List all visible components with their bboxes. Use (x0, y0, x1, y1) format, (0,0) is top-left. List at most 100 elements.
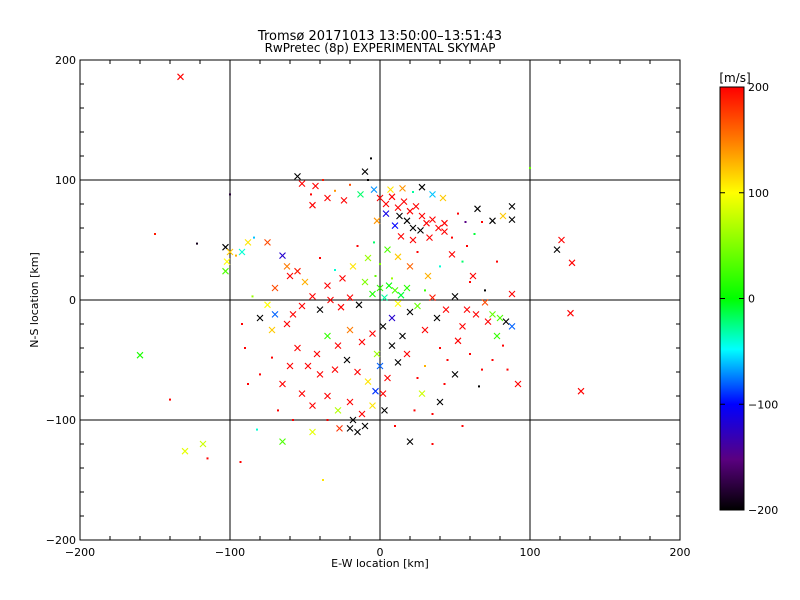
data-point-dot (496, 260, 498, 263)
data-point-cross (474, 205, 481, 213)
data-point-dot (529, 167, 531, 169)
y-tick-label: 200 (55, 54, 76, 67)
data-point-cross (334, 407, 342, 414)
data-point-cross (358, 338, 366, 346)
data-point-cross (406, 438, 414, 445)
data-point-cross (331, 366, 339, 373)
data-point-dot (424, 289, 426, 292)
data-point-dot (473, 233, 476, 235)
data-point-cross (373, 350, 381, 358)
data-point-cross (279, 438, 286, 445)
data-point-cross (357, 191, 364, 198)
data-point-dot (431, 413, 434, 415)
data-point-cross (568, 259, 576, 267)
data-point-cross (226, 248, 234, 256)
data-point-cross (294, 344, 301, 352)
data-point-dot (229, 193, 231, 196)
data-point-cross (340, 197, 348, 204)
data-point-cross (400, 198, 408, 205)
data-point-cross (294, 267, 301, 275)
data-point-cross (388, 314, 396, 322)
data-point-dot (439, 347, 441, 349)
data-point-cross (435, 224, 442, 232)
data-point-cross (349, 416, 357, 424)
data-point-cross (346, 326, 354, 334)
data-point-cross (355, 301, 363, 309)
data-point-cross (268, 326, 276, 334)
data-point-dot (464, 221, 467, 223)
data-point-cross (577, 387, 585, 395)
data-point-cross (508, 216, 516, 223)
data-point-dot (439, 265, 441, 268)
data-point-cross (324, 282, 331, 289)
data-point-dot (239, 461, 242, 463)
data-point-cross (279, 252, 286, 259)
data-point-cross (369, 290, 376, 298)
data-point-dot (319, 257, 321, 259)
data-point-dot (412, 191, 414, 193)
data-point-cross (324, 332, 331, 340)
data-point-cross (298, 302, 306, 310)
data-point-cross (381, 407, 388, 414)
data-point-cross (396, 212, 403, 220)
data-point-cross (423, 219, 430, 227)
data-point-cross (370, 186, 378, 193)
data-point-dot (491, 359, 494, 361)
data-point-dot (443, 383, 446, 385)
data-point-cross (403, 284, 411, 292)
data-point-dot (247, 383, 249, 385)
data-point-cross (256, 314, 264, 322)
data-point-cross (334, 342, 342, 349)
data-point-cross (493, 332, 501, 340)
data-point-cross (448, 251, 456, 258)
data-point-cross (391, 222, 399, 229)
data-point-cross (283, 263, 291, 270)
data-point-cross (558, 236, 565, 244)
data-point-cross (388, 193, 396, 201)
data-point-cross (403, 350, 411, 358)
data-point-cross (361, 278, 369, 286)
data-point-cross (508, 203, 516, 210)
data-point-cross (496, 314, 504, 322)
data-point-dot (416, 251, 419, 253)
colorbar-tick-label: 0 (748, 293, 755, 306)
data-point-cross (271, 311, 279, 318)
data-point-cross (469, 272, 477, 280)
data-point-dot (413, 409, 416, 412)
data-point-cross (177, 73, 184, 81)
data-point-cross (433, 314, 441, 322)
data-point-cross (376, 194, 384, 202)
y-tick-label: −200 (46, 534, 76, 547)
data-point-cross (313, 350, 321, 358)
data-point-cross (394, 253, 402, 261)
data-point-dot (379, 263, 381, 265)
data-point-cross (489, 311, 496, 318)
colorbar-label: [m/s] (719, 71, 750, 85)
data-point-dot (469, 353, 471, 355)
data-point-cross (439, 194, 447, 202)
data-point-dot (416, 377, 419, 379)
data-point-dot (424, 365, 426, 367)
data-point-cross (286, 272, 294, 280)
data-point-cross (369, 402, 376, 409)
data-point-dot (394, 425, 396, 427)
y-tick-label: 0 (69, 294, 76, 307)
data-point-cross (424, 272, 432, 280)
x-tick-label: 200 (670, 546, 691, 559)
data-point-cross (223, 258, 231, 265)
data-point-cross (271, 284, 279, 292)
data-point-cross (309, 428, 316, 436)
colorbar-ticks: 200 100 0 −100 −200 (720, 81, 778, 517)
data-point-cross (339, 275, 346, 282)
data-point-cross (429, 294, 436, 301)
data-point-dot (251, 295, 254, 298)
data-point-cross (429, 191, 436, 198)
data-point-dot (292, 419, 294, 421)
data-point-cross (354, 428, 361, 436)
data-point-dot (484, 289, 486, 292)
data-point-cross (429, 216, 436, 223)
data-point-cross (553, 246, 561, 253)
data-point-cross (481, 299, 489, 306)
data-point-cross (394, 359, 402, 366)
